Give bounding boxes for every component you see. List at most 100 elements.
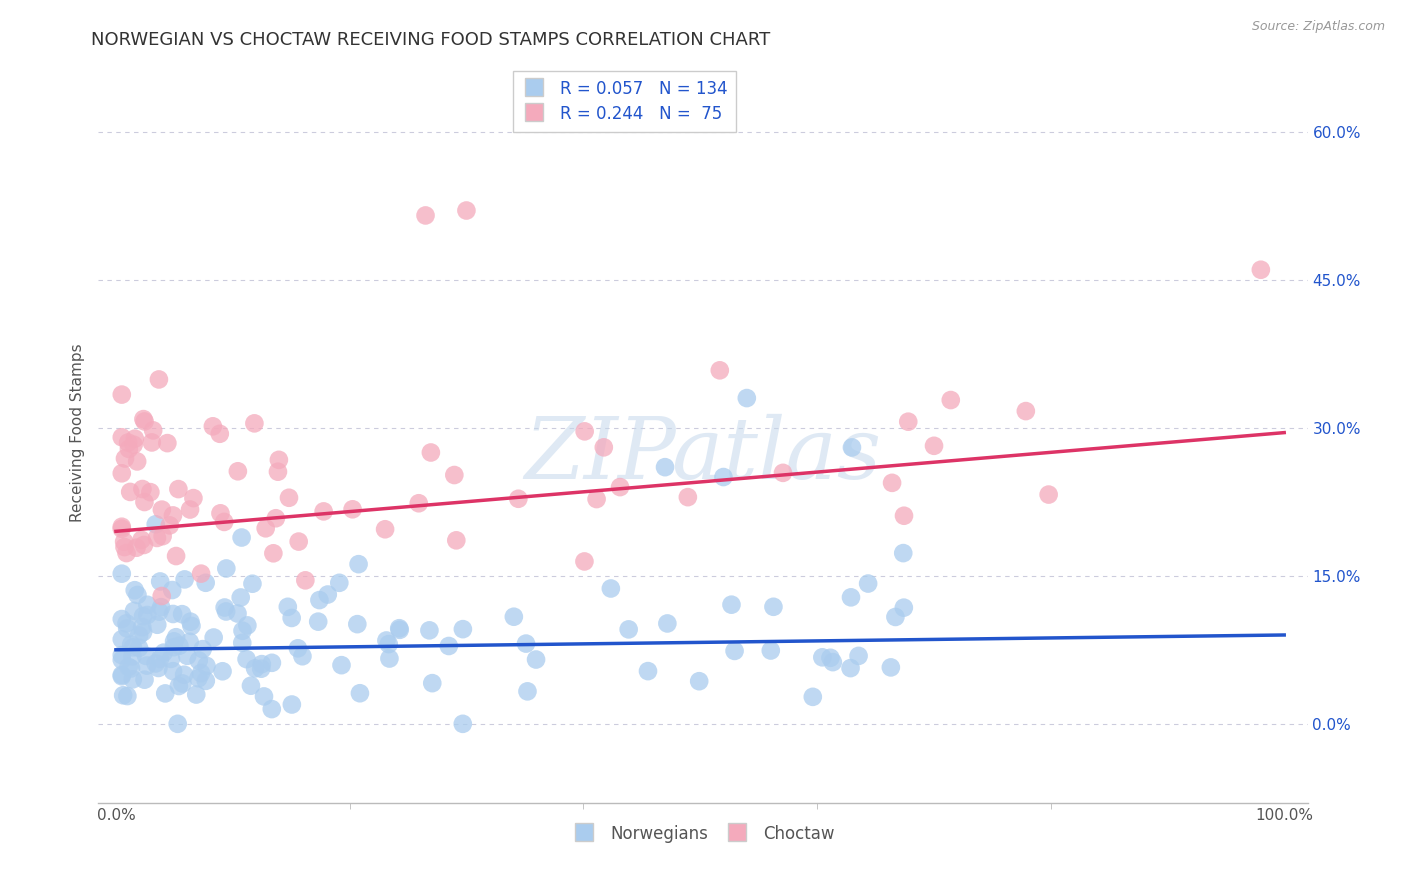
Point [135, 658, 157, 673]
Point [735, 391, 758, 405]
Point [330, 658, 353, 673]
Point [723, 644, 745, 658]
Point [231, 636, 253, 650]
Point [180, 619, 202, 633]
Point [115, 546, 138, 560]
Point [134, 673, 156, 687]
Point [281, 698, 304, 712]
Point [162, 607, 184, 621]
Point [149, 574, 172, 589]
Point [122, 604, 145, 618]
Point [148, 661, 170, 675]
Point [212, 515, 235, 529]
Point [156, 436, 179, 450]
Point [187, 671, 209, 685]
Point [145, 517, 167, 532]
Legend: Norwegians, Choctaw: Norwegians, Choctaw [565, 817, 841, 850]
Point [187, 653, 209, 667]
Point [939, 392, 962, 407]
Point [215, 605, 238, 619]
Point [117, 435, 139, 450]
Point [267, 453, 290, 467]
Point [515, 637, 537, 651]
Point [592, 441, 614, 455]
Point [121, 649, 143, 664]
Point [264, 511, 287, 525]
Point [132, 625, 155, 640]
Point [118, 442, 141, 456]
Point [811, 650, 834, 665]
Point [856, 576, 879, 591]
Point [186, 688, 208, 702]
Point [152, 646, 174, 660]
Point [260, 656, 283, 670]
Point [801, 690, 824, 704]
Point [165, 549, 187, 563]
Point [585, 491, 607, 506]
Point [215, 561, 238, 575]
Point [316, 588, 339, 602]
Point [167, 482, 190, 496]
Point [280, 611, 302, 625]
Point [128, 640, 150, 655]
Point [169, 639, 191, 653]
Point [132, 412, 155, 426]
Point [250, 657, 273, 672]
Point [839, 591, 862, 605]
Point [111, 669, 134, 683]
Point [111, 566, 134, 581]
Point [446, 533, 468, 548]
Text: Source: ZipAtlas.com: Source: ZipAtlas.com [1251, 20, 1385, 33]
Point [201, 419, 224, 434]
Point [308, 593, 330, 607]
Point [194, 575, 217, 590]
Point [121, 673, 143, 687]
Point [136, 607, 159, 622]
Point [166, 716, 188, 731]
Point [508, 491, 530, 506]
Point [117, 689, 139, 703]
Point [150, 502, 173, 516]
Point [267, 465, 290, 479]
Point [709, 363, 731, 377]
Point [179, 502, 201, 516]
Point [155, 686, 177, 700]
Point [134, 495, 156, 509]
Point [148, 372, 170, 386]
Point [211, 665, 233, 679]
Point [226, 464, 249, 478]
Point [231, 624, 253, 638]
Point [1038, 487, 1060, 501]
Point [226, 607, 249, 621]
Point [146, 531, 169, 545]
Point [312, 504, 335, 518]
Point [349, 686, 371, 700]
Point [159, 518, 181, 533]
Point [122, 640, 145, 655]
Point [128, 628, 150, 642]
Point [277, 599, 299, 614]
Point [287, 641, 309, 656]
Point [254, 521, 277, 535]
Point [124, 583, 146, 598]
Point [880, 660, 903, 674]
Point [443, 468, 465, 483]
Point [897, 415, 920, 429]
Point [163, 634, 186, 648]
Point [172, 676, 194, 690]
Point [122, 438, 145, 452]
Point [111, 387, 134, 401]
Point [388, 623, 411, 637]
Point [242, 576, 264, 591]
Point [880, 475, 903, 490]
Point [146, 617, 169, 632]
Point [162, 582, 184, 597]
Point [772, 466, 794, 480]
Point [502, 609, 524, 624]
Point [167, 679, 190, 693]
Point [132, 538, 155, 552]
Point [183, 491, 205, 505]
Point [253, 690, 276, 704]
Point [762, 599, 785, 614]
Point [408, 496, 430, 510]
